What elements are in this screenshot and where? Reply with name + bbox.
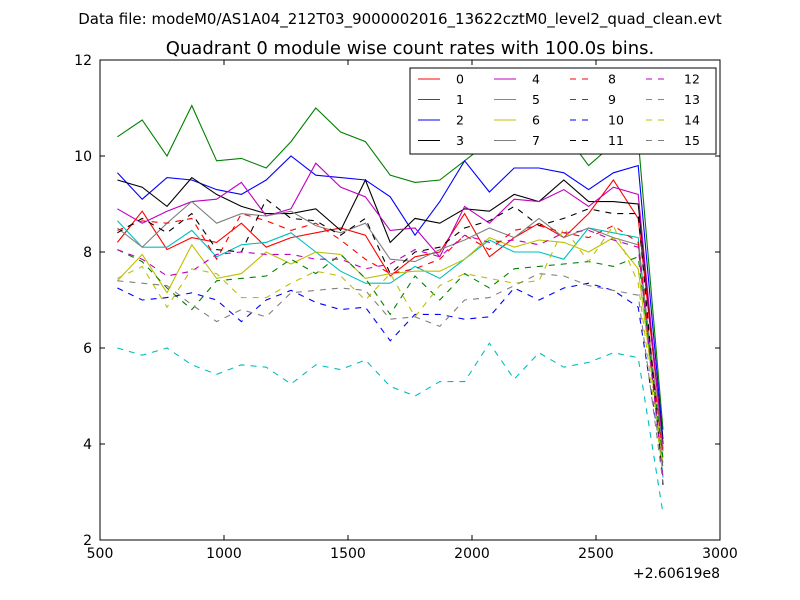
figure-suptitle: Data file: modeM0/AS1A04_212T03_90000020… — [78, 10, 722, 29]
series-line-10 — [117, 282, 664, 469]
y-tick-label: 4 — [83, 437, 92, 453]
legend-label-13: 13 — [684, 92, 700, 107]
series-line-14 — [117, 224, 664, 473]
series-line-4 — [117, 162, 664, 449]
legend-label-10: 10 — [608, 113, 624, 128]
series-line-2 — [116, 155, 664, 440]
legend-label-12: 12 — [684, 72, 700, 87]
x-tick-label: 2500 — [578, 546, 614, 562]
series-line-5 — [116, 220, 664, 478]
x-offset-label: +2.60619e8 — [633, 566, 720, 582]
legend-box — [409, 67, 717, 155]
legend-label-15: 15 — [684, 133, 700, 148]
legend-label-1: 1 — [456, 92, 464, 107]
legend-label-14: 14 — [684, 113, 700, 128]
x-tick-label: 500 — [87, 546, 114, 562]
legend-label-6: 6 — [532, 113, 540, 128]
x-tick-label: 2000 — [454, 546, 490, 562]
y-tick-label: 10 — [74, 149, 92, 165]
y-tick-label: 2 — [83, 533, 92, 549]
x-tick-label: 3000 — [702, 546, 738, 562]
legend-label-3: 3 — [456, 133, 464, 148]
series-line-15 — [117, 273, 664, 483]
y-tick-label: 12 — [74, 53, 92, 69]
legend-label-9: 9 — [608, 92, 616, 107]
chart-title: Quadrant 0 module wise count rates with … — [166, 38, 655, 59]
x-tick-label: 1500 — [330, 546, 366, 562]
series-line-7 — [117, 200, 664, 452]
series-line-13 — [117, 342, 664, 514]
series-lines — [116, 104, 664, 514]
legend-label-0: 0 — [456, 72, 464, 87]
series-line-3 — [117, 176, 664, 445]
legend-label-2: 2 — [456, 113, 464, 128]
axes-frame — [99, 59, 721, 541]
series-line-0 — [116, 179, 664, 445]
series-line-9 — [117, 249, 664, 459]
x-tick-label: 1000 — [206, 546, 242, 562]
y-tick-label: 6 — [83, 341, 92, 357]
legend-label-11: 11 — [608, 133, 624, 148]
series-line-11 — [117, 198, 664, 485]
series-line-8 — [117, 212, 664, 457]
series-line-6 — [116, 236, 664, 464]
series-line-12 — [117, 229, 664, 478]
y-tick-label: 8 — [83, 245, 92, 261]
legend-label-4: 4 — [532, 72, 540, 87]
legend-label-8: 8 — [608, 72, 616, 87]
legend-label-7: 7 — [532, 133, 540, 148]
plot-area: 500 1000 1500 2000 2500 300024681012+2.60619e… — [74, 53, 738, 582]
legend-label-5: 5 — [532, 92, 540, 107]
